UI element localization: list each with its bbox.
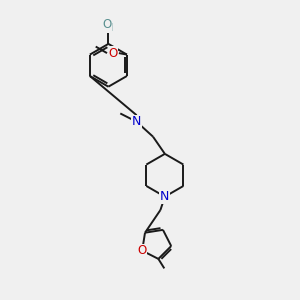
Text: O: O: [102, 18, 112, 32]
Text: N: N: [160, 190, 170, 203]
Text: O: O: [137, 244, 147, 257]
Text: H: H: [105, 22, 113, 32]
Text: O: O: [108, 46, 118, 60]
Text: N: N: [132, 115, 141, 128]
